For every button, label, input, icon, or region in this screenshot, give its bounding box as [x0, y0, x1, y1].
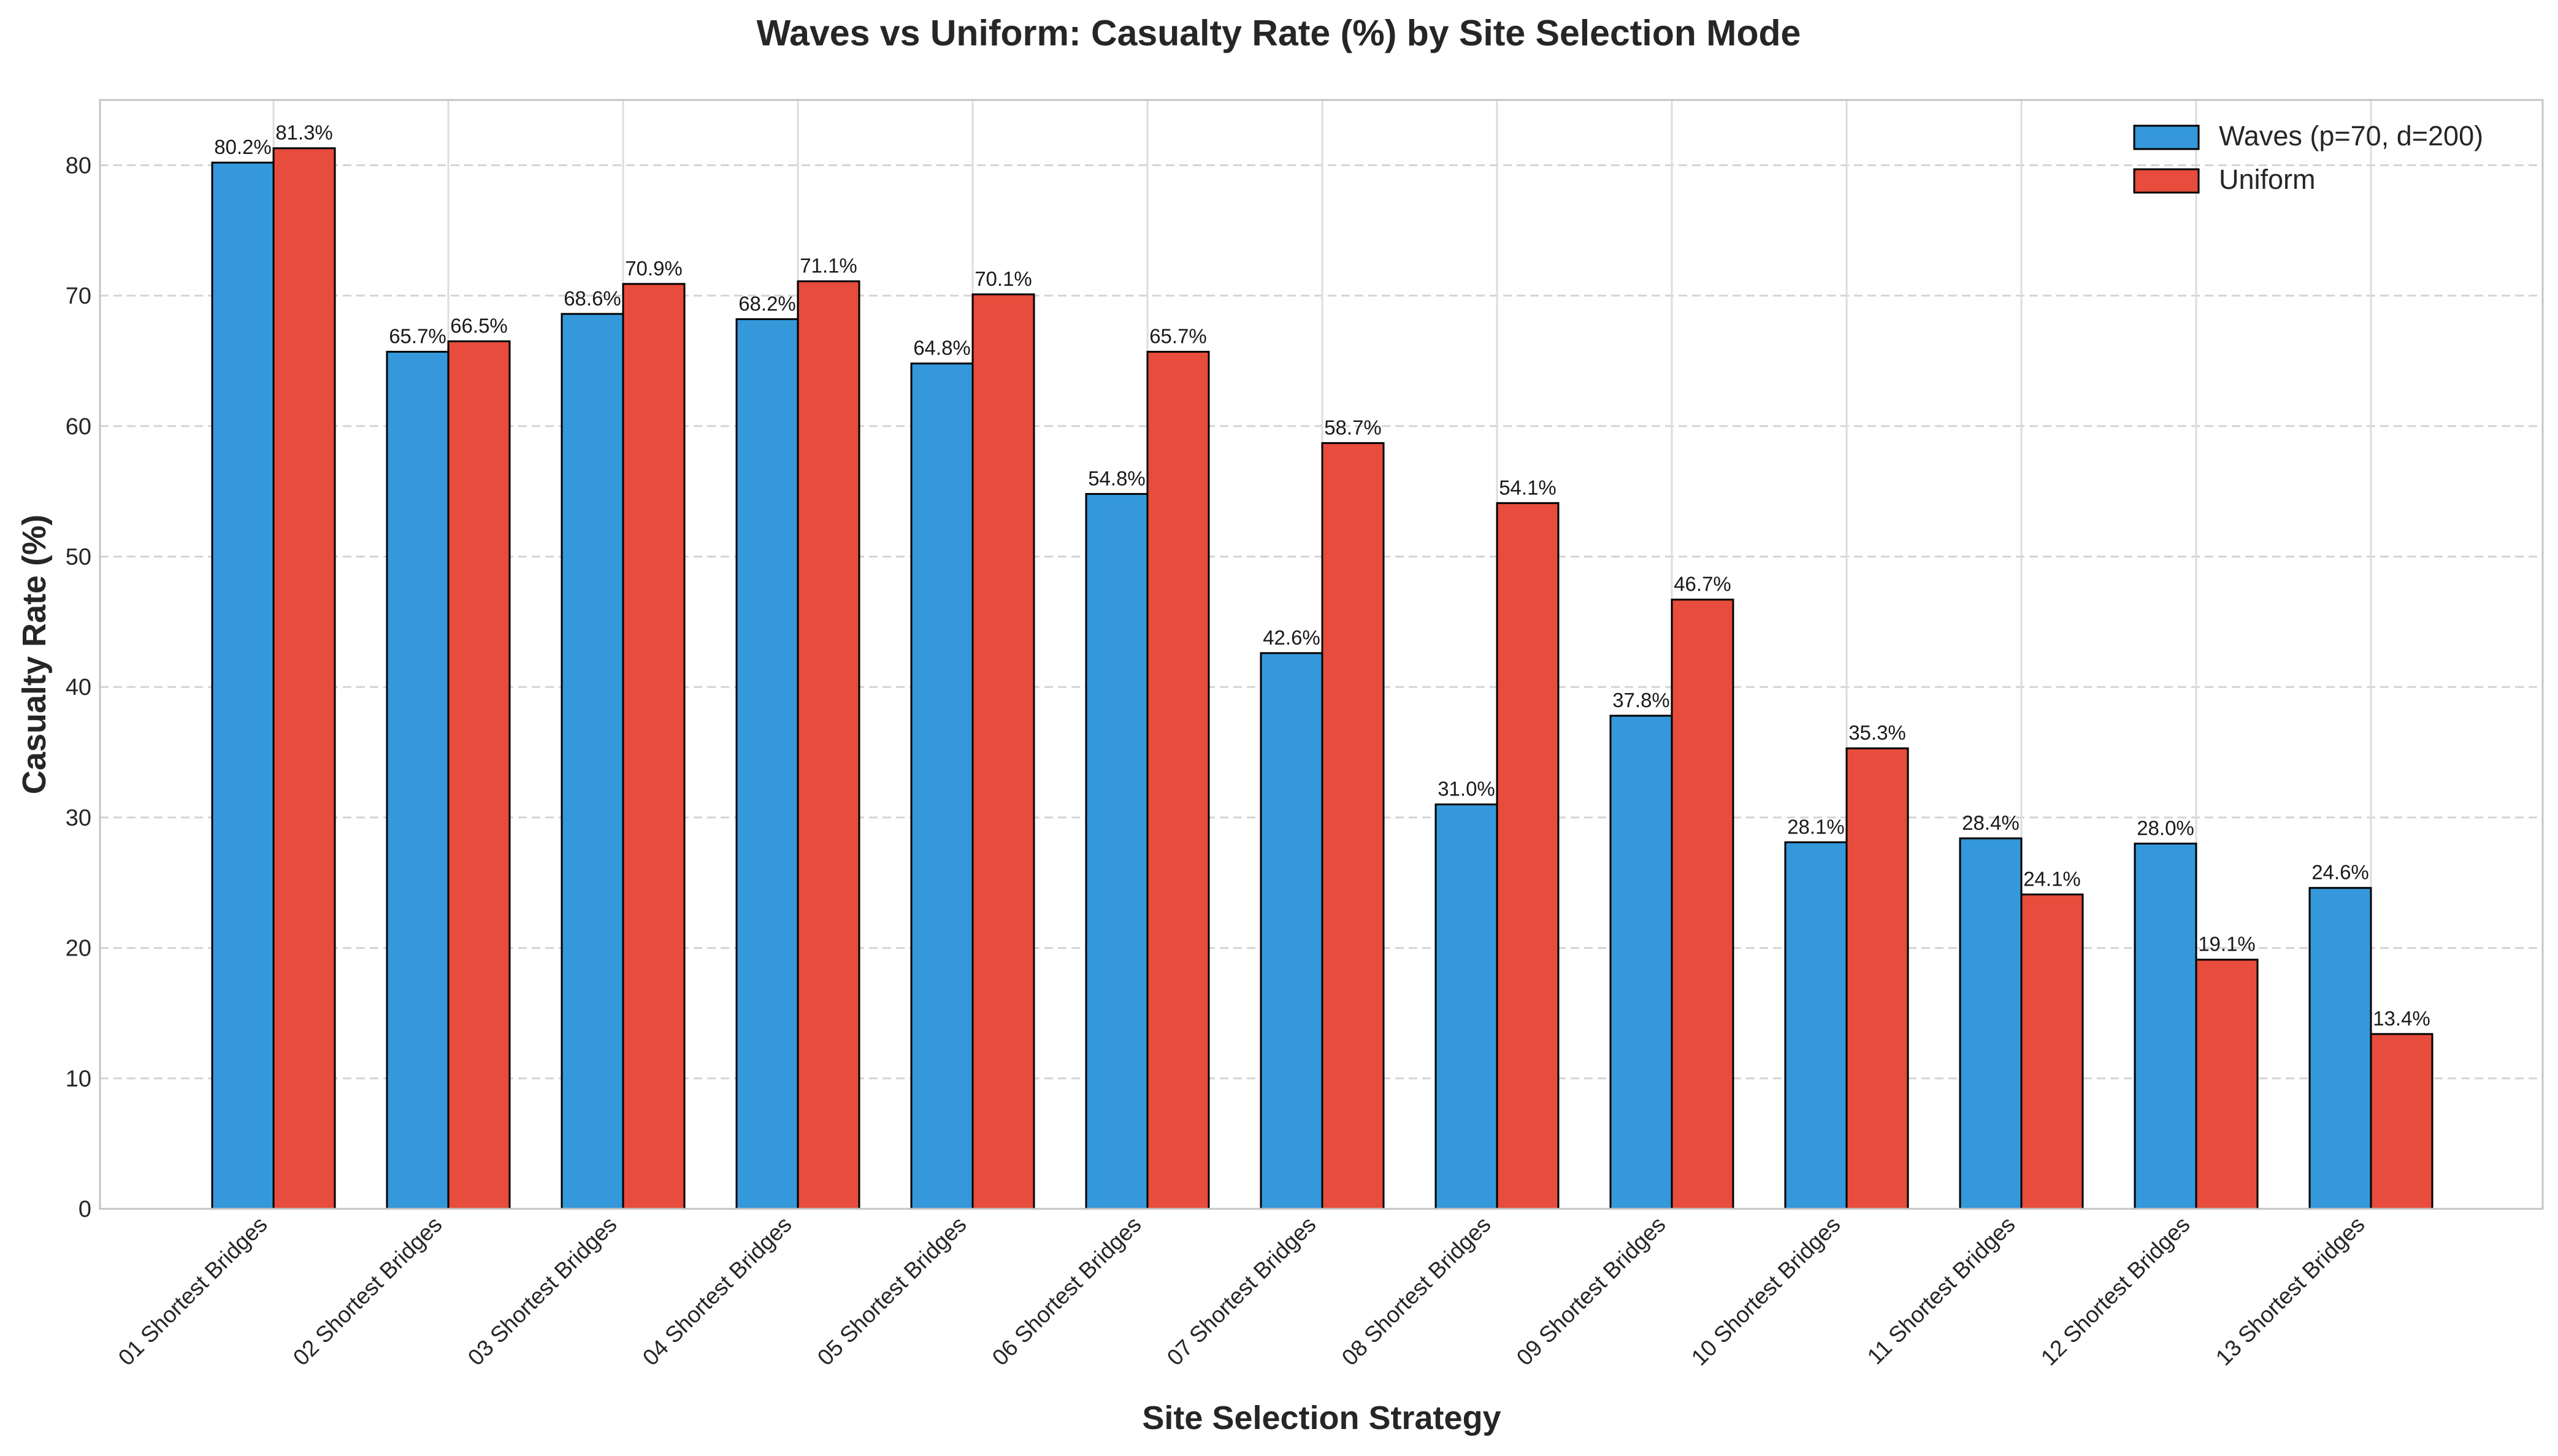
bar-uniform [2195, 959, 2259, 1210]
bar-waves [2308, 887, 2372, 1210]
bar-waves [211, 161, 275, 1210]
legend-label-waves: Waves (p=70, d=200) [2219, 120, 2483, 151]
bar-waves [735, 318, 799, 1210]
bar-waves [2134, 842, 2197, 1210]
bar-uniform [1671, 599, 1734, 1210]
bar-uniform [1146, 351, 1210, 1210]
bar-waves [1085, 492, 1149, 1210]
bar-waves [386, 351, 450, 1210]
data-label-waves: 54.8% [1088, 467, 1146, 489]
data-label-waves: 65.7% [389, 325, 446, 348]
data-label-uniform: 13.4% [2373, 1007, 2430, 1030]
data-label-waves: 68.2% [738, 292, 796, 315]
plot-frame [99, 99, 2544, 1210]
y-tick-label: 20 [66, 936, 91, 962]
data-label-waves: 42.6% [1263, 626, 1320, 649]
y-tick-label: 80 [66, 153, 91, 178]
data-label-uniform: 70.9% [625, 257, 683, 280]
data-label-uniform: 19.1% [2198, 933, 2256, 956]
bar-uniform [2020, 893, 2084, 1210]
bar-uniform [1496, 502, 1560, 1210]
bar-uniform [1845, 747, 1909, 1210]
data-label-uniform: 71.1% [800, 255, 857, 277]
bar-waves [1784, 841, 1848, 1210]
data-label-uniform: 70.1% [975, 267, 1032, 290]
bar-waves [910, 362, 974, 1210]
y-tick-label: 60 [66, 414, 91, 440]
data-label-uniform: 54.1% [1499, 476, 1557, 499]
plot-area: 80.2% 65.7% 68.6% 68.2% 64.8% 54.8% 42.6% 31.0%… [66, 99, 2544, 1370]
data-label-waves: 64.8% [913, 337, 971, 359]
bar-waves [561, 313, 624, 1210]
bar-uniform [1321, 442, 1385, 1210]
y-tick-label: 10 [66, 1066, 91, 1092]
y-tick-label: 0 [79, 1197, 91, 1222]
legend-swatch-waves [2133, 125, 2200, 150]
bar-uniform [622, 283, 686, 1210]
data-label-uniform: 81.3% [275, 121, 333, 144]
legend-swatch-uniform [2133, 168, 2200, 194]
bar-uniform [447, 340, 511, 1210]
bar-uniform [272, 147, 336, 1210]
bar-uniform [797, 280, 860, 1210]
legend-label-uniform: Uniform [2219, 164, 2316, 195]
bar-waves [1959, 837, 2023, 1210]
data-label-waves: 80.2% [214, 136, 272, 158]
data-label-uniform: 66.5% [450, 315, 508, 337]
data-label-uniform: 58.7% [1324, 416, 1382, 439]
data-label-uniform: 65.7% [1149, 325, 1207, 348]
bar-uniform [2370, 1033, 2434, 1210]
bar-waves [1434, 803, 1498, 1210]
y-axis-label: Casualty Rate (%) [16, 515, 53, 794]
bar-waves [1260, 652, 1323, 1210]
y-tick-label: 30 [66, 805, 91, 831]
bar-waves [1609, 715, 1673, 1210]
data-label-waves: 24.6% [2311, 861, 2369, 884]
data-label-waves: 28.0% [2137, 816, 2194, 839]
bar-uniform [971, 293, 1035, 1210]
x-axis-label: Site Selection Strategy [1142, 1400, 1501, 1436]
data-label-waves: 37.8% [1612, 689, 1670, 711]
data-label-uniform: 46.7% [1674, 573, 1731, 596]
data-label-uniform: 24.1% [2023, 867, 2081, 890]
y-tick-label: 40 [66, 675, 91, 700]
data-label-uniform: 35.3% [1848, 721, 1906, 744]
data-label-waves: 28.1% [1787, 815, 1845, 838]
data-label-waves: 31.0% [1438, 778, 1495, 800]
y-tick-label: 50 [66, 544, 91, 570]
chart-title: Waves vs Uniform: Casualty Rate (%) by S… [757, 13, 1801, 53]
y-tick-label: 70 [66, 283, 91, 309]
data-label-waves: 68.6% [564, 287, 621, 310]
data-label-waves: 28.4% [1962, 811, 2020, 834]
legend: Waves (p=70, d=200) Uniform [2133, 120, 2483, 195]
